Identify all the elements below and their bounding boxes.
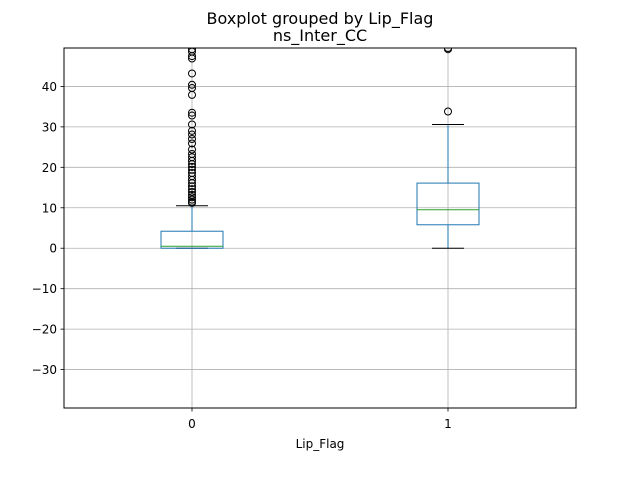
outlier-point: [188, 190, 196, 199]
y-axis: −30 −20 −10 0 10 20 30 40: [32, 80, 64, 377]
y-tick-label: 30: [42, 120, 57, 134]
y-tick-label: −10: [32, 282, 57, 296]
outlier-point: [188, 149, 196, 158]
outlier-point: [188, 69, 196, 78]
outlier-point: [188, 80, 196, 89]
chart-suptitle: Boxplot grouped by Lip_Flag: [207, 9, 434, 29]
outlier-point: [188, 135, 196, 144]
outlier-point: [188, 185, 196, 194]
outlier-point: [188, 139, 196, 148]
outlier-point: [188, 48, 196, 54]
outlier-point: [188, 182, 196, 191]
y-tick-label: 20: [42, 161, 57, 175]
outlier-point: [188, 162, 196, 171]
box-iqr: [416, 182, 480, 226]
outlier-point: [444, 107, 452, 116]
x-axis-label: Lip_Flag: [296, 437, 345, 451]
x-tick-label: 0: [188, 417, 196, 431]
y-tick-label: 10: [42, 201, 57, 215]
y-tick-label: 0: [49, 242, 57, 256]
boxes-layer: [160, 48, 480, 249]
outlier-point: [188, 165, 196, 174]
outlier-point: [444, 48, 452, 52]
outlier-point: [188, 195, 196, 204]
outlier-point: [188, 172, 196, 181]
outlier-point: [188, 130, 196, 139]
outlier-point: [188, 168, 196, 177]
outlier-point: [188, 111, 196, 120]
outlier-point: [188, 84, 196, 93]
outlier-point: [188, 153, 196, 162]
outlier-point: [188, 108, 196, 117]
y-tick-label: 40: [42, 80, 57, 94]
grid-lines: [64, 48, 576, 408]
y-tick-label: −30: [32, 363, 57, 377]
box-iqr: [160, 230, 224, 249]
outlier-point: [188, 145, 196, 154]
x-tick-label: 1: [444, 417, 452, 431]
outlier-point: [188, 188, 196, 196]
outlier-point: [188, 193, 196, 202]
plot-area-frame: [63, 47, 577, 409]
outlier-point: [188, 120, 196, 129]
y-tick-label: −20: [32, 323, 57, 337]
outlier-point: [188, 126, 196, 135]
chart-title: ns_Inter_CC: [273, 26, 367, 46]
